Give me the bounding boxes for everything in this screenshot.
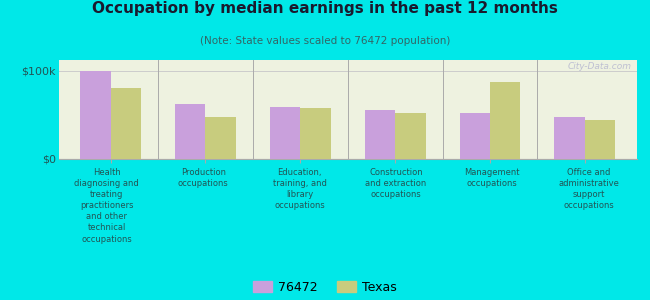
Bar <box>81 70 110 159</box>
Bar <box>490 82 521 159</box>
Bar <box>300 108 331 159</box>
Bar <box>111 88 141 159</box>
Bar <box>365 110 395 159</box>
Bar <box>395 113 426 159</box>
Text: Construction
and extraction
occupations: Construction and extraction occupations <box>365 168 426 199</box>
Bar <box>270 107 300 159</box>
Text: Production
occupations: Production occupations <box>177 168 229 188</box>
Text: Office and
administrative
support
occupations: Office and administrative support occupa… <box>558 168 619 210</box>
Bar <box>205 117 236 159</box>
Bar <box>460 113 490 159</box>
Text: Management
occupations: Management occupations <box>465 168 520 188</box>
Bar <box>175 104 205 159</box>
Text: Occupation by median earnings in the past 12 months: Occupation by median earnings in the pas… <box>92 2 558 16</box>
Text: Health
diagnosing and
treating
practitioners
and other
technical
occupations: Health diagnosing and treating practitio… <box>74 168 139 244</box>
Bar <box>585 120 615 159</box>
Text: City-Data.com: City-Data.com <box>567 62 631 71</box>
Legend: 76472, Texas: 76472, Texas <box>254 281 396 294</box>
Text: Education,
training, and
library
occupations: Education, training, and library occupat… <box>272 168 326 210</box>
Bar <box>554 117 585 159</box>
Text: (Note: State values scaled to 76472 population): (Note: State values scaled to 76472 popu… <box>200 36 450 46</box>
